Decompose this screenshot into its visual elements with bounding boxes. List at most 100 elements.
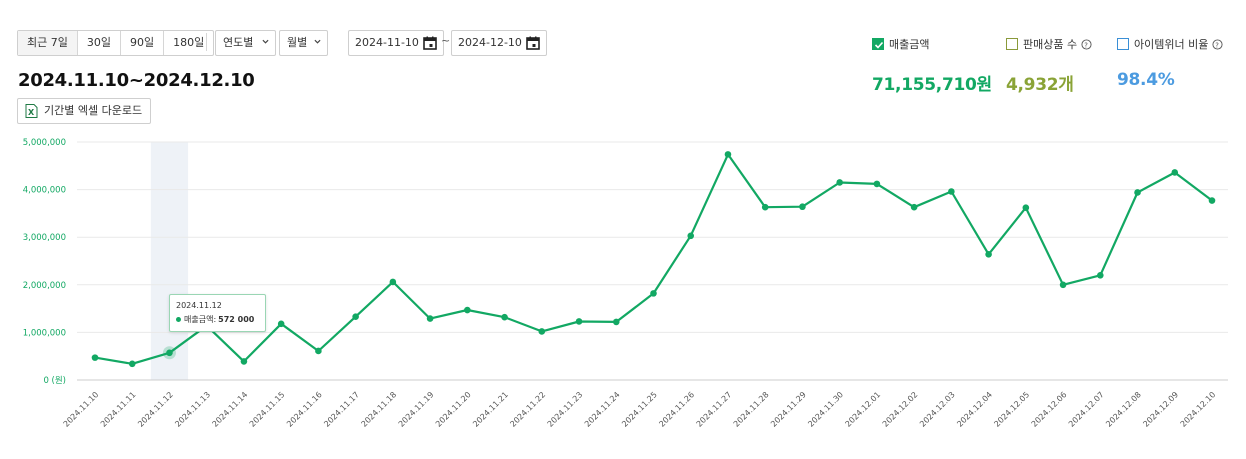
excel-icon: X	[25, 104, 38, 118]
x-tick-label: 2024.11.26	[657, 390, 696, 429]
period-90days-button[interactable]: 90일	[121, 31, 165, 55]
y-tick-label: 2,000,000	[23, 281, 66, 291]
y-tick-label: 3,000,000	[23, 233, 66, 243]
x-tick-label: 2024.12.09	[1141, 390, 1180, 429]
data-point[interactable]	[240, 358, 248, 365]
y-tick-label: 4,000,000	[23, 186, 66, 196]
data-point[interactable]	[948, 188, 955, 195]
x-tick-label: 2024.12.10	[1179, 390, 1218, 429]
x-tick-label: 2024.12.07	[1067, 390, 1106, 429]
end-date-input[interactable]: 2024-12-10	[451, 30, 547, 56]
x-tick-label: 2024.12.03	[918, 390, 957, 429]
data-point[interactable]	[426, 315, 434, 322]
legend-revenue-label: 매출금액	[889, 38, 930, 51]
x-tick-label: 2024.12.05	[992, 390, 1031, 429]
x-tick-label: 2024.11.19	[397, 390, 436, 429]
total-ratio: 98.4%	[1117, 70, 1175, 90]
tooltip-label: 매출금액:	[184, 315, 217, 324]
chevron-down-icon	[262, 39, 269, 44]
calendar-icon[interactable]	[526, 36, 540, 50]
checkbox-unchecked-icon[interactable]	[1117, 38, 1129, 50]
x-tick-label: 2024.11.15	[248, 390, 287, 429]
x-tick-label: 2024.11.24	[583, 390, 622, 429]
data-point[interactable]	[1022, 204, 1030, 211]
x-tick-label: 2024.11.20	[434, 390, 473, 429]
y-tick-label: 5,000,000	[23, 138, 66, 148]
period-30days-button[interactable]: 30일	[78, 31, 121, 55]
tooltip-series-dot	[176, 317, 181, 322]
data-point[interactable]	[1171, 169, 1179, 176]
calendar-icon[interactable]	[423, 36, 437, 50]
tooltip-date: 2024.11.12	[176, 301, 222, 310]
year-dropdown-label: 연도별	[223, 36, 254, 49]
data-point[interactable]	[724, 151, 732, 158]
data-point[interactable]	[464, 306, 471, 314]
period-180days-button[interactable]: 180일	[173, 36, 205, 49]
x-tick-label: 2024.11.25	[620, 390, 659, 429]
period-7days-button[interactable]: 최근 7일	[18, 31, 78, 55]
x-tick-label: 2024.12.02	[881, 390, 920, 429]
x-tick-label: 2024.11.16	[285, 390, 324, 429]
year-dropdown[interactable]: 연도별	[215, 30, 276, 56]
svg-text:X: X	[28, 108, 35, 117]
end-date-value: 2024-12-10	[458, 36, 522, 49]
checkbox-unchecked-icon[interactable]	[1006, 38, 1018, 50]
x-tick-label: 2024.11.27	[695, 390, 734, 429]
data-point[interactable]	[166, 349, 173, 357]
data-point[interactable]	[352, 313, 359, 320]
x-tick-label: 2024.12.04	[955, 390, 994, 429]
data-point[interactable]	[1134, 189, 1141, 196]
data-point[interactable]	[389, 278, 397, 286]
data-point[interactable]	[501, 313, 508, 321]
legend-ratio-toggle[interactable]: 아이템위너 비율 ?	[1117, 36, 1223, 52]
total-revenue: 71,155,710원	[872, 75, 992, 95]
total-products: 4,932개	[1006, 75, 1074, 95]
checkbox-checked-icon[interactable]	[872, 38, 884, 50]
month-dropdown-label: 월별	[287, 36, 308, 49]
x-tick-label: 2024.11.28	[732, 390, 771, 429]
x-tick-label: 2024.11.18	[360, 390, 399, 429]
x-tick-label: 2024.11.13	[173, 390, 212, 429]
y-tick-label: 1,000,000	[23, 328, 66, 338]
data-point[interactable]	[575, 318, 583, 325]
help-icon[interactable]: ?	[1212, 38, 1223, 50]
data-point[interactable]	[687, 232, 695, 240]
data-point[interactable]	[836, 179, 843, 186]
data-point[interactable]	[1097, 271, 1104, 279]
divider	[206, 33, 207, 51]
data-point[interactable]	[873, 180, 881, 188]
data-point[interactable]	[315, 347, 322, 355]
x-tick-label: 2024.11.30	[806, 390, 845, 429]
data-point[interactable]	[1059, 281, 1067, 289]
data-point[interactable]	[799, 203, 806, 211]
range-title: 2024.11.10~2024.12.10	[18, 70, 255, 91]
legend-ratio-label: 아이템위너 비율	[1134, 38, 1209, 51]
period-button-group: 최근 7일 30일 90일 180일	[17, 30, 215, 56]
data-point[interactable]	[650, 290, 657, 297]
hover-highlight-band	[150, 142, 189, 380]
y-tick-label: 0 (원)	[43, 376, 66, 386]
start-date-input[interactable]: 2024-11-10	[348, 30, 444, 56]
data-point[interactable]	[985, 251, 992, 258]
data-point[interactable]	[128, 360, 136, 368]
excel-download-button[interactable]: X 기간별 엑셀 다운로드	[17, 98, 152, 124]
data-point[interactable]	[761, 203, 769, 211]
x-tick-label: 2024.11.29	[769, 390, 808, 429]
x-tick-label: 2024.11.23	[546, 390, 585, 429]
data-point[interactable]	[277, 320, 285, 328]
legend-products-toggle[interactable]: 판매상품 수 ?	[1006, 36, 1092, 52]
legend-revenue-toggle[interactable]: 매출금액	[872, 36, 929, 52]
x-tick-label: 2024.11.11	[99, 390, 138, 429]
chevron-down-icon	[314, 39, 321, 44]
help-icon[interactable]: ?	[1081, 38, 1092, 50]
data-point[interactable]	[538, 328, 546, 335]
data-point[interactable]	[910, 203, 918, 211]
data-point[interactable]	[91, 354, 99, 361]
x-tick-label: 2024.11.17	[322, 390, 361, 429]
date-separator: ~	[441, 34, 451, 47]
month-dropdown[interactable]: 월별	[279, 30, 328, 56]
data-point[interactable]	[612, 318, 620, 326]
tooltip-line: 매출금액: 572 000	[176, 314, 254, 325]
data-point[interactable]	[1208, 197, 1216, 204]
